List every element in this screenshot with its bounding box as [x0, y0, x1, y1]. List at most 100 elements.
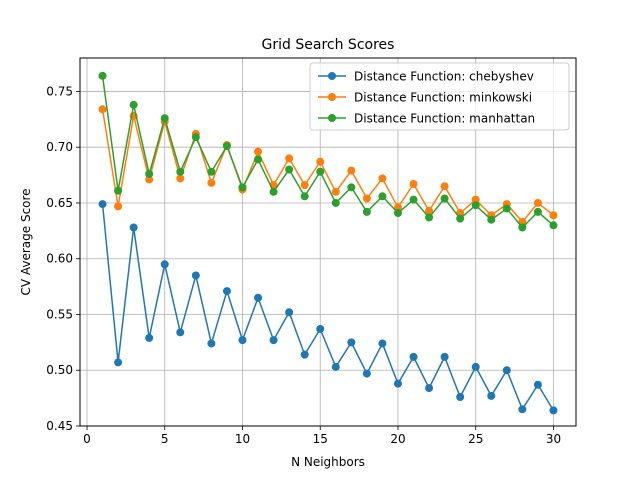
- y-tick-label: 0.65: [46, 196, 73, 210]
- data-point: [471, 362, 480, 371]
- data-point: [409, 352, 418, 361]
- data-point: [533, 380, 542, 389]
- data-point: [487, 215, 496, 224]
- y-tick-label: 0.45: [46, 419, 73, 433]
- data-point: [207, 339, 216, 348]
- y-tick-label: 0.50: [46, 363, 73, 377]
- data-point: [425, 213, 434, 222]
- x-axis-label: N Neighbors: [291, 455, 365, 469]
- data-point: [98, 105, 107, 114]
- legend-swatch-marker: [328, 72, 336, 80]
- data-point: [316, 167, 325, 176]
- data-point: [393, 209, 402, 218]
- series-1: [98, 200, 558, 415]
- data-point: [160, 260, 169, 269]
- chart-title: Grid Search Scores: [262, 37, 395, 53]
- plot-frame: [79, 57, 577, 427]
- data-point: [518, 223, 527, 232]
- data-point: [254, 293, 263, 302]
- data-point: [362, 194, 371, 203]
- data-point: [160, 114, 169, 123]
- data-point: [487, 391, 496, 400]
- data-point: [129, 223, 138, 232]
- data-point: [331, 198, 340, 207]
- data-point: [362, 369, 371, 378]
- legend-swatch-marker: [328, 93, 336, 101]
- data-point: [191, 133, 200, 142]
- data-point: [347, 166, 356, 175]
- data-point: [456, 214, 465, 223]
- data-point: [362, 207, 371, 216]
- data-point: [176, 174, 185, 183]
- legend-label: Distance Function: minkowski: [354, 91, 532, 105]
- data-point: [378, 174, 387, 183]
- data-point: [191, 271, 200, 280]
- x-tick-label: 25: [468, 432, 483, 446]
- x-tick-label: 15: [313, 432, 328, 446]
- data-point: [440, 182, 449, 191]
- data-point: [331, 187, 340, 196]
- data-point: [409, 195, 418, 204]
- series-3: [98, 71, 558, 232]
- data-point: [347, 183, 356, 192]
- y-tick-label: 0.75: [46, 84, 73, 98]
- data-point: [393, 379, 402, 388]
- data-point: [502, 204, 511, 213]
- x-tick-label: 0: [83, 432, 91, 446]
- data-point: [269, 336, 278, 345]
- data-point: [176, 328, 185, 337]
- data-point: [145, 175, 154, 184]
- data-point: [114, 186, 123, 195]
- data-point: [238, 336, 247, 345]
- data-point: [393, 203, 402, 212]
- data-point: [285, 165, 294, 174]
- legend-label: Distance Function: chebyshev: [354, 70, 534, 84]
- data-point: [254, 155, 263, 164]
- data-point: [456, 393, 465, 402]
- data-point: [549, 221, 558, 230]
- data-point: [300, 181, 309, 190]
- data-point: [238, 183, 247, 192]
- data-point: [518, 405, 527, 414]
- data-point: [114, 202, 123, 211]
- data-point: [129, 100, 138, 109]
- data-point: [425, 206, 434, 215]
- data-point: [300, 350, 309, 359]
- legend-label: Distance Function: manhattan: [354, 112, 535, 126]
- y-tick-label: 0.55: [46, 307, 73, 321]
- data-point: [378, 192, 387, 201]
- data-point: [440, 194, 449, 203]
- y-tick-label: 0.70: [46, 140, 73, 154]
- x-tick-label: 20: [390, 432, 405, 446]
- data-point: [114, 358, 123, 367]
- data-point: [222, 142, 231, 151]
- data-point: [145, 169, 154, 178]
- data-point: [316, 324, 325, 333]
- data-point: [176, 167, 185, 176]
- data-point: [300, 192, 309, 201]
- y-axis-label: CV Average Score: [19, 188, 33, 295]
- data-point: [222, 287, 231, 296]
- data-point: [533, 198, 542, 207]
- data-point: [471, 195, 480, 204]
- data-point: [409, 180, 418, 189]
- data-point: [207, 178, 216, 187]
- axes-ticks: 0 5 10 15 20 25 30 0.45 0.50 0.55 0.60 0.65 0.70 0.75: [46, 84, 561, 446]
- data-point: [285, 308, 294, 317]
- data-point: [502, 366, 511, 375]
- data-point: [254, 147, 263, 156]
- data-point: [316, 157, 325, 166]
- x-tick-label: 10: [235, 432, 250, 446]
- data-point: [425, 384, 434, 393]
- data-point: [378, 339, 387, 348]
- data-point: [285, 154, 294, 163]
- data-point: [471, 201, 480, 210]
- x-tick-label: 30: [546, 432, 561, 446]
- data-point: [549, 211, 558, 220]
- legend: Distance Function: chebyshev Distance Fun…: [309, 62, 570, 131]
- data-point: [145, 333, 154, 342]
- data-point: [207, 167, 216, 176]
- data-point: [269, 187, 278, 196]
- data-point: [347, 338, 356, 347]
